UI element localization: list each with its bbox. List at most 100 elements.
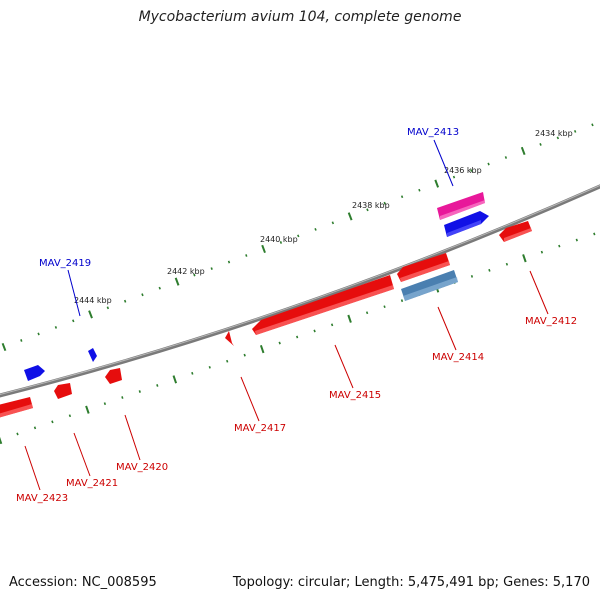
scale-tick — [191, 371, 194, 375]
gene-label-MAV_2417[interactable]: MAV_2417 — [234, 423, 286, 434]
scale-tick — [504, 156, 508, 159]
leader-line — [67, 269, 81, 317]
scale-tick — [593, 232, 596, 236]
scale-tick — [573, 129, 577, 133]
scale-tick — [208, 365, 211, 369]
kbp-label: 2442 kbp — [167, 267, 205, 276]
leader-line — [334, 344, 354, 389]
scale-tick — [158, 286, 161, 290]
scale-tick — [366, 208, 369, 212]
gene-forward-feature[interactable] — [444, 211, 489, 237]
gene-MAV_2423-feature[interactable] — [0, 397, 33, 418]
scale-tick — [123, 299, 127, 303]
scale-tick — [591, 123, 594, 127]
accession-text: Accession: NC_008595 — [9, 575, 157, 590]
scale-tick — [20, 339, 23, 342]
kbp-label: 2440 kbp — [260, 235, 298, 244]
kbp-label: 2438 kbp — [352, 201, 390, 210]
scale-tick — [156, 384, 159, 387]
scale-tick — [470, 275, 474, 278]
scale-tick — [259, 344, 265, 354]
leader-line — [124, 414, 141, 461]
leader-line — [433, 139, 454, 187]
scale-tick — [1, 342, 7, 352]
scale-tick — [297, 234, 300, 238]
scale-tick — [347, 212, 353, 221]
gene-label-MAV_2423[interactable]: MAV_2423 — [16, 493, 68, 504]
scale-tick — [540, 250, 544, 254]
leader-line — [437, 306, 457, 351]
scale-tick — [68, 414, 72, 418]
kbp-label: 2436 kbp — [444, 166, 482, 175]
scale-tick — [331, 221, 335, 225]
outer-tick-track — [1, 123, 594, 352]
gene-label-MAV_2421[interactable]: MAV_2421 — [66, 478, 118, 489]
scale-tick — [85, 405, 90, 414]
scale-tick — [556, 136, 560, 140]
scale-tick — [400, 299, 404, 303]
gene-label-MAV_2412[interactable]: MAV_2412 — [525, 316, 577, 327]
genome-backbone — [0, 184, 600, 398]
scale-tick — [245, 254, 248, 257]
gene-MAV_2417-feature[interactable] — [225, 331, 234, 346]
scale-tick — [226, 359, 229, 363]
kbp-label: 2434 kbp — [535, 129, 573, 138]
scale-tick — [121, 396, 124, 399]
scale-tick — [278, 341, 281, 345]
scale-tick — [487, 162, 490, 166]
scale-tick — [313, 329, 316, 333]
scale-tick — [383, 201, 386, 205]
scale-tick — [174, 277, 180, 286]
gene-forward-feature[interactable] — [24, 365, 45, 381]
leader-line — [529, 270, 549, 315]
scale-tick — [575, 238, 578, 242]
gene-MAV_2413-feature[interactable] — [437, 192, 485, 220]
gene-MAV_2415-feature[interactable] — [252, 275, 394, 335]
scale-tick — [210, 267, 213, 270]
scale-tick — [88, 310, 93, 319]
scale-tick — [279, 241, 283, 244]
scale-tick — [261, 244, 266, 254]
scale-tick — [141, 293, 144, 297]
scale-tick — [138, 390, 141, 393]
map-title: Mycobacterium avium 104, complete genome — [138, 9, 462, 25]
scale-tick — [330, 323, 334, 327]
gene-label-MAV_2415[interactable]: MAV_2415 — [329, 390, 381, 401]
scale-tick — [314, 227, 317, 231]
gene-label-MAV_2413[interactable]: MAV_2413 — [407, 127, 459, 138]
scale-tick — [347, 314, 352, 323]
gene-label-MAV_2414[interactable]: MAV_2414 — [432, 352, 484, 363]
scale-tick — [296, 335, 299, 339]
scale-tick — [522, 254, 527, 263]
scale-tick — [37, 332, 40, 336]
gene-MAV_2420-feature[interactable] — [105, 368, 122, 384]
leader-line — [24, 445, 41, 491]
scale-tick — [106, 306, 110, 310]
scale-tick — [418, 188, 421, 192]
gene-forward-feature[interactable] — [88, 348, 97, 362]
scale-tick — [365, 311, 369, 315]
scale-tick — [172, 375, 178, 384]
leader-line — [240, 376, 260, 422]
scale-tick — [400, 195, 404, 199]
scale-tick — [72, 319, 75, 323]
gene-MAV_2412-feature[interactable] — [499, 221, 532, 242]
scale-tick — [16, 432, 19, 436]
gene-label-MAV_2420[interactable]: MAV_2420 — [116, 462, 168, 473]
scale-tick — [103, 402, 107, 406]
scale-tick — [452, 175, 456, 179]
genome-backbone-highlight — [0, 184, 600, 395]
scale-tick — [243, 353, 246, 357]
scale-tick — [51, 420, 54, 424]
scale-tick — [539, 143, 542, 146]
gene-MAV_2414-steel-feature[interactable] — [401, 270, 458, 301]
scale-tick — [54, 326, 58, 329]
kbp-label: 2444 kbp — [74, 296, 112, 305]
gene-label-MAV_2419[interactable]: MAV_2419 — [39, 258, 91, 269]
scale-tick — [558, 244, 561, 248]
gene-MAV_2421-feature[interactable] — [54, 383, 72, 399]
leader-line — [73, 432, 91, 477]
gene-MAV_2414-feature[interactable] — [397, 253, 450, 282]
scale-tick — [488, 268, 491, 272]
